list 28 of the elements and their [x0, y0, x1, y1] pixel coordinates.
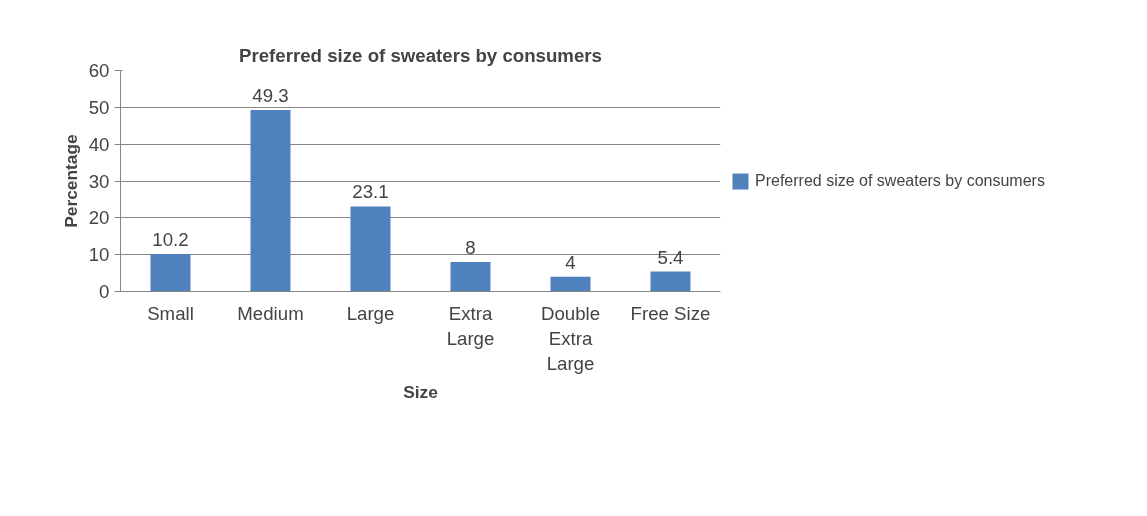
y-tick-label: 60 [88, 60, 110, 81]
data-label: 4 [565, 251, 576, 273]
x-tick-label: Double Extra Large [540, 302, 601, 374]
legend-label: Preferred size of sweaters by consumers [755, 171, 1045, 190]
y-tick-label: 40 [88, 133, 110, 155]
bar [150, 253, 191, 292]
data-label: 23.1 [352, 181, 389, 203]
y-tick-label: 20 [88, 207, 110, 229]
data-label: 10.2 [152, 228, 189, 250]
x-axis-title: Size [403, 381, 439, 402]
x-tick-label: Free Size [630, 302, 711, 324]
bar [650, 271, 691, 292]
y-tick-label: 0 [99, 281, 110, 302]
data-label: 49.3 [252, 84, 289, 106]
chart-title: Preferred size of sweaters by consumers [239, 44, 602, 66]
bar [450, 262, 491, 292]
y-tick-label: 10 [88, 244, 110, 266]
y-tick-label: 30 [88, 170, 110, 192]
y-tick-label: 50 [88, 96, 110, 118]
data-label: 8 [465, 237, 476, 259]
x-tick-label: Large [346, 302, 395, 324]
bar [550, 276, 591, 292]
x-tick-label: Extra Large [446, 302, 495, 349]
y-axis-title: Percentage [60, 133, 81, 228]
bar [250, 109, 291, 292]
bar [350, 206, 391, 292]
x-tick-label: Medium [237, 302, 304, 324]
x-tick-label: Small [147, 302, 194, 324]
